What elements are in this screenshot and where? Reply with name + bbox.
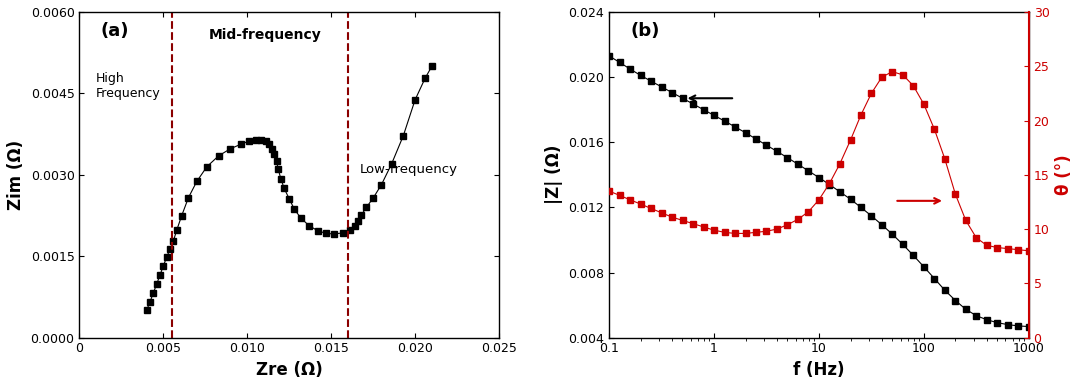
X-axis label: Zre (Ω): Zre (Ω) [256,361,323,379]
Text: (b): (b) [630,22,660,40]
Y-axis label: Zim (Ω): Zim (Ω) [6,140,25,210]
Text: Mid-frequency: Mid-frequency [208,28,322,42]
Text: (a): (a) [100,22,129,40]
Y-axis label: θ (°): θ (°) [1055,154,1074,195]
Y-axis label: |Z| (Ω): |Z| (Ω) [544,145,563,205]
X-axis label: f (Hz): f (Hz) [793,361,845,379]
Text: Low-frequency: Low-frequency [360,163,458,176]
Text: High
Frequency: High Frequency [96,72,161,100]
